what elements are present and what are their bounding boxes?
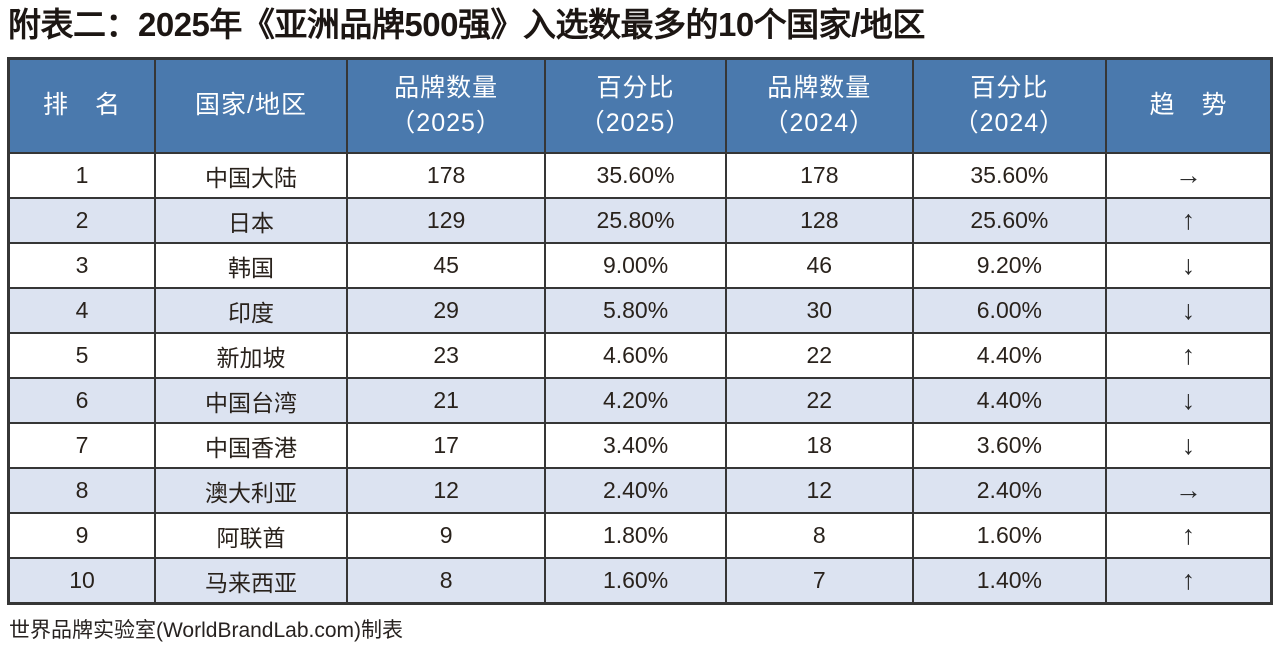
up-arrow-icon: ↑	[1105, 512, 1273, 560]
cell-brands-2024: 7	[724, 557, 914, 605]
cell-brands-2025: 23	[345, 332, 547, 380]
table-row: 10 马来西亚 8 1.60% 7 1.40% ↑	[7, 557, 1273, 605]
cell-brands-2024: 30	[724, 287, 914, 335]
up-arrow-icon: ↑	[1105, 332, 1273, 380]
cell-brands-2024: 8	[724, 512, 914, 560]
cell-rank: 7	[7, 422, 156, 470]
cell-country: 澳大利亚	[154, 467, 348, 515]
page-title: 附表二：2025年《亚洲品牌500强》入选数最多的10个国家/地区	[8, 6, 925, 43]
table-row: 3 韩国 45 9.00% 46 9.20% ↓	[7, 242, 1273, 290]
cell-pct-2025: 2.40%	[544, 467, 727, 515]
cell-pct-2025: 3.40%	[544, 422, 727, 470]
cell-pct-2025: 1.80%	[544, 512, 727, 560]
cell-brands-2024: 18	[724, 422, 914, 470]
col-header-rank: 排 名	[7, 57, 156, 155]
cell-country: 新加坡	[154, 332, 348, 380]
cell-pct-2024: 6.00%	[911, 287, 1108, 335]
cell-pct-2025: 4.20%	[544, 377, 727, 425]
col-header-brands-2024: 品牌数量 （2024）	[724, 57, 914, 155]
cell-rank: 1	[7, 152, 156, 200]
cell-pct-2025: 5.80%	[544, 287, 727, 335]
cell-country: 中国台湾	[154, 377, 348, 425]
cell-rank: 2	[7, 197, 156, 245]
cell-brands-2025: 17	[345, 422, 547, 470]
cell-brands-2025: 29	[345, 287, 547, 335]
col-header-pct-2025: 百分比 （2025）	[544, 57, 727, 155]
cell-country: 中国大陆	[154, 152, 348, 200]
cell-pct-2025: 9.00%	[544, 242, 727, 290]
cell-brands-2025: 9	[345, 512, 547, 560]
up-arrow-icon: ↑	[1105, 197, 1273, 245]
cell-pct-2025: 1.60%	[544, 557, 727, 605]
table-row: 6 中国台湾 21 4.20% 22 4.40% ↓	[7, 377, 1273, 425]
cell-country: 日本	[154, 197, 348, 245]
cell-pct-2025: 25.80%	[544, 197, 727, 245]
cell-pct-2025: 4.60%	[544, 332, 727, 380]
cell-pct-2024: 9.20%	[911, 242, 1108, 290]
cell-pct-2024: 25.60%	[911, 197, 1108, 245]
cell-brands-2025: 12	[345, 467, 547, 515]
brands-table: 排 名 国家/地区 品牌数量 （2025） 百分比 （2025） 品牌数量 （2…	[7, 56, 1273, 605]
col-header-brands-2025: 品牌数量 （2025）	[345, 57, 547, 155]
cell-rank: 4	[7, 287, 156, 335]
down-arrow-icon: ↓	[1105, 377, 1273, 425]
table-header: 排 名 国家/地区 品牌数量 （2025） 百分比 （2025） 品牌数量 （2…	[7, 57, 1273, 155]
up-arrow-icon: ↑	[1105, 557, 1273, 605]
table-row: 5 新加坡 23 4.60% 22 4.40% ↑	[7, 332, 1273, 380]
down-arrow-icon: ↓	[1105, 422, 1273, 470]
table-row: 7 中国香港 17 3.40% 18 3.60% ↓	[7, 422, 1273, 470]
cell-pct-2024: 35.60%	[911, 152, 1108, 200]
cell-country: 马来西亚	[154, 557, 348, 605]
cell-rank: 9	[7, 512, 156, 560]
cell-pct-2024: 1.40%	[911, 557, 1108, 605]
cell-rank: 3	[7, 242, 156, 290]
cell-pct-2025: 35.60%	[544, 152, 727, 200]
cell-brands-2025: 45	[345, 242, 547, 290]
down-arrow-icon: ↓	[1105, 287, 1273, 335]
col-header-pct-2024: 百分比 （2024）	[911, 57, 1108, 155]
down-arrow-icon: ↓	[1105, 242, 1273, 290]
cell-country: 阿联酋	[154, 512, 348, 560]
cell-rank: 10	[7, 557, 156, 605]
cell-rank: 8	[7, 467, 156, 515]
right-arrow-icon: →	[1105, 467, 1273, 515]
cell-rank: 5	[7, 332, 156, 380]
cell-brands-2024: 178	[724, 152, 914, 200]
table-row: 2 日本 129 25.80% 128 25.60% ↑	[7, 197, 1273, 245]
cell-brands-2025: 129	[345, 197, 547, 245]
cell-pct-2024: 4.40%	[911, 332, 1108, 380]
cell-brands-2024: 12	[724, 467, 914, 515]
cell-brands-2025: 21	[345, 377, 547, 425]
cell-pct-2024: 3.60%	[911, 422, 1108, 470]
right-arrow-icon: →	[1105, 152, 1273, 200]
table-row: 9 阿联酋 9 1.80% 8 1.60% ↑	[7, 512, 1273, 560]
cell-brands-2024: 128	[724, 197, 914, 245]
cell-brands-2025: 8	[345, 557, 547, 605]
col-header-trend: 趋 势	[1105, 57, 1273, 155]
cell-pct-2024: 2.40%	[911, 467, 1108, 515]
col-header-country: 国家/地区	[154, 57, 348, 155]
cell-pct-2024: 1.60%	[911, 512, 1108, 560]
cell-brands-2024: 46	[724, 242, 914, 290]
cell-country: 印度	[154, 287, 348, 335]
cell-brands-2025: 178	[345, 152, 547, 200]
header-row: 排 名 国家/地区 品牌数量 （2025） 百分比 （2025） 品牌数量 （2…	[7, 57, 1273, 155]
source-credit: 世界品牌实验室(WorldBrandLab.com)制表	[9, 618, 404, 642]
cell-brands-2024: 22	[724, 332, 914, 380]
table-body: 1 中国大陆 178 35.60% 178 35.60% → 2 日本 129 25.80% 128 2…	[7, 152, 1273, 605]
table-row: 1 中国大陆 178 35.60% 178 35.60% →	[7, 152, 1273, 200]
cell-rank: 6	[7, 377, 156, 425]
cell-brands-2024: 22	[724, 377, 914, 425]
cell-pct-2024: 4.40%	[911, 377, 1108, 425]
table-row: 8 澳大利亚 12 2.40% 12 2.40% →	[7, 467, 1273, 515]
cell-country: 中国香港	[154, 422, 348, 470]
table-row: 4 印度 29 5.80% 30 6.00% ↓	[7, 287, 1273, 335]
cell-country: 韩国	[154, 242, 348, 290]
